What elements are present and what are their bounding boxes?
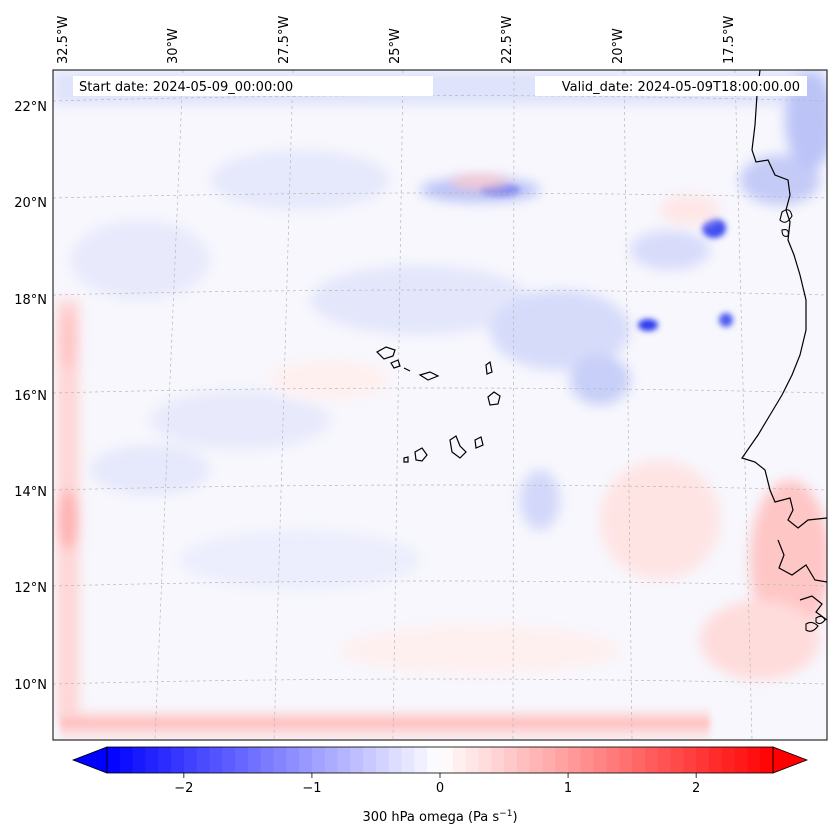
colorbar-segment xyxy=(568,747,582,773)
lat-label: 14°N xyxy=(14,485,47,500)
colorbar-segment xyxy=(363,747,377,773)
colorbar-segment xyxy=(350,747,364,773)
colorbar-segment xyxy=(465,747,480,773)
colorbar-segment xyxy=(529,747,544,773)
lat-label: 20°N xyxy=(14,196,47,211)
map-panel: Start date: 2024-05-09_00:00:00 Valid_da… xyxy=(53,70,827,740)
lat-label: 22°N xyxy=(14,100,47,115)
colorbar-tick-label: 1 xyxy=(564,781,572,796)
valid-date-box xyxy=(535,76,807,96)
lon-label: 20°W xyxy=(611,28,626,64)
colorbar: −2 −1 0 1 2 300 hPa omega (Pa s−1) xyxy=(71,746,809,825)
colorbar-segment xyxy=(491,747,505,773)
colorbar-segment xyxy=(273,747,287,773)
colorbar-segment xyxy=(644,747,659,773)
colorbar-extend-low xyxy=(71,746,108,774)
colorbar-segment xyxy=(734,747,748,773)
colorbar-segment xyxy=(504,747,518,773)
colorbar-segments xyxy=(107,747,774,773)
colorbar-segment xyxy=(747,747,761,773)
colorbar-segment xyxy=(171,747,185,773)
start-date-box xyxy=(73,76,433,96)
colorbar-segment xyxy=(657,747,672,773)
colorbar-segment xyxy=(145,747,159,773)
colorbar-segment xyxy=(311,747,326,773)
colorbar-segment xyxy=(119,747,134,773)
start-date-label: Start date: 2024-05-09_00:00:00 xyxy=(79,80,293,95)
colorbar-segment xyxy=(235,747,249,773)
colorbar-ticks: −2 −1 0 1 2 xyxy=(174,773,700,796)
colorbar-segment xyxy=(440,747,454,773)
latitude-labels: 22°N 20°N 18°N 16°N 14°N 12°N 10°N xyxy=(14,100,47,693)
colorbar-segment xyxy=(696,747,710,773)
colorbar-tick-label: −2 xyxy=(174,781,193,796)
lat-label: 12°N xyxy=(14,581,47,596)
colorbar-segment xyxy=(555,747,569,773)
colorbar-segment xyxy=(158,747,172,773)
colorbar-segment xyxy=(452,747,467,773)
colorbar-segment xyxy=(247,747,262,773)
map-frame xyxy=(52,69,828,741)
colorbar-segment xyxy=(414,747,428,773)
colorbar-extend-high xyxy=(772,746,809,774)
colorbar-segment xyxy=(183,747,198,773)
lon-label: 25°W xyxy=(388,28,403,64)
graticule xyxy=(53,70,827,740)
colorbar-segment xyxy=(632,747,646,773)
colorbar-segment xyxy=(132,747,147,773)
colorbar-segment xyxy=(107,747,121,773)
colorbar-segment xyxy=(760,747,774,773)
colorbar-segment xyxy=(683,747,697,773)
colorbar-segment xyxy=(324,747,339,773)
colorbar-segment xyxy=(619,747,633,773)
colorbar-segment xyxy=(580,747,595,773)
coastline-guinea xyxy=(777,539,827,583)
lat-label: 10°N xyxy=(14,678,47,693)
coastline-africa xyxy=(741,70,827,529)
lat-label: 16°N xyxy=(14,389,47,404)
colorbar-tick-label: 0 xyxy=(436,781,444,796)
colorbar-segment xyxy=(375,747,390,773)
colorbar-segment xyxy=(299,747,313,773)
lon-label: 30°W xyxy=(166,28,181,64)
colorbar-segment xyxy=(401,747,415,773)
colorbar-segment xyxy=(542,747,556,773)
lat-label: 18°N xyxy=(14,293,47,308)
colorbar-segment xyxy=(478,747,492,773)
colorbar-segment xyxy=(388,747,403,773)
coastline-banc-arguin xyxy=(779,209,793,237)
colorbar-segment xyxy=(708,747,723,773)
lon-label: 22.5°W xyxy=(500,16,515,64)
colorbar-segment xyxy=(721,747,736,773)
colorbar-title: 300 hPa omega (Pa s−1) xyxy=(362,809,517,825)
coastline-bissau xyxy=(799,595,827,621)
colorbar-segment xyxy=(670,747,684,773)
colorbar-segment xyxy=(516,747,531,773)
colorbar-tick-label: −1 xyxy=(302,781,321,796)
coastline-bijagos xyxy=(805,615,826,632)
colorbar-segment xyxy=(196,747,211,773)
lon-label: 27.5°W xyxy=(277,16,292,64)
lon-label: 17.5°W xyxy=(722,16,737,64)
colorbar-tick-label: 2 xyxy=(692,781,700,796)
longitude-labels: 32.5°W 30°W 27.5°W 25°W 22.5°W 20°W 17.5… xyxy=(56,16,737,64)
colorbar-segment xyxy=(222,747,236,773)
colorbar-segment xyxy=(337,747,351,773)
colorbar-segment xyxy=(209,747,223,773)
cape-verde-islands xyxy=(376,346,501,463)
colorbar-segment xyxy=(427,747,441,773)
omega-bottom-boundary-band xyxy=(60,705,710,740)
colorbar-segment xyxy=(606,747,620,773)
colorbar-segment xyxy=(593,747,608,773)
colorbar-segment xyxy=(286,747,300,773)
lon-label: 32.5°W xyxy=(56,16,71,64)
valid-date-label: Valid_date: 2024-05-09T18:00:00.00 xyxy=(562,80,800,95)
colorbar-segment xyxy=(260,747,275,773)
